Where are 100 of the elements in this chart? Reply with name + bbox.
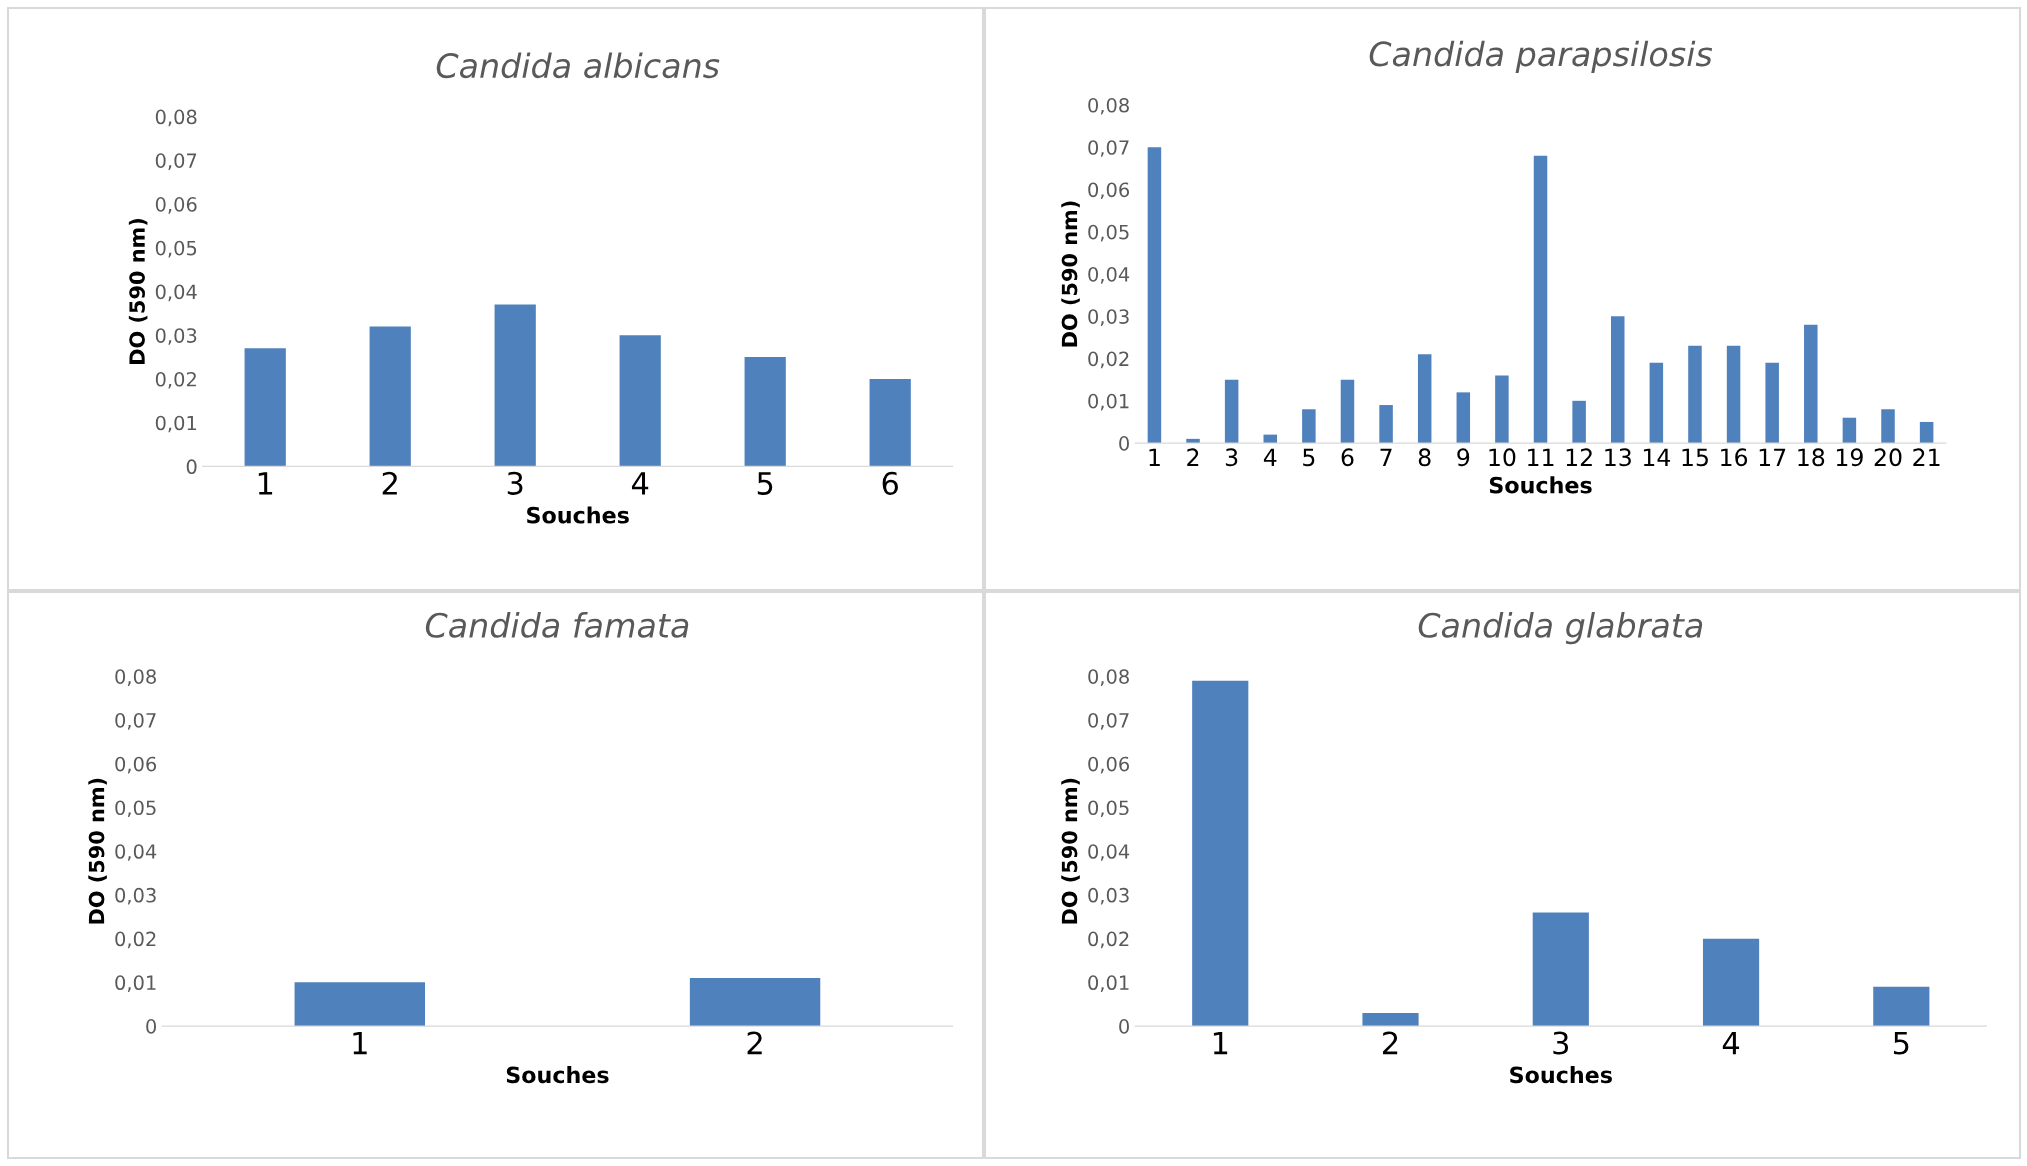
bar (1572, 400, 1586, 444)
y-tick-label: 0,05 (1088, 224, 1129, 242)
y-tick-label: 0,06 (155, 197, 197, 214)
x-tick-label: 18 (1798, 448, 1825, 467)
y-tick-label: 0,07 (1088, 712, 1129, 730)
y-tick-label: 0,01 (1088, 393, 1129, 411)
chart-title: Candida parapsilosis (1369, 40, 1713, 73)
x-tick-label: 9 (1457, 448, 1470, 467)
y-tick-label: 0,08 (1088, 669, 1129, 686)
x-tick-label: 15 (1682, 448, 1708, 467)
bar (1192, 680, 1249, 1027)
y-axis-title: DO (590 nm) (1061, 778, 1080, 924)
bar (1649, 362, 1664, 444)
x-tick-label: 4 (1722, 1031, 1740, 1055)
y-tick-label: 0,02 (155, 371, 196, 389)
bar (369, 326, 411, 467)
y-axis-title: DO (590 nm) (128, 219, 148, 364)
y-axis-title: DO (590 nm) (88, 778, 107, 924)
x-axis-title: Souches (1489, 476, 1592, 494)
x-tick-label: 19 (1836, 448, 1863, 467)
bar (1881, 409, 1895, 444)
bar (1919, 421, 1934, 444)
y-tick-label: 0,04 (1088, 844, 1130, 861)
bar (1532, 912, 1589, 1027)
x-axis-title: Souches (506, 1066, 609, 1084)
x-tick-label: 16 (1721, 448, 1748, 467)
bar (1495, 375, 1509, 444)
x-axis-title: Souches (527, 506, 629, 524)
x-tick-label: 11 (1528, 448, 1554, 466)
y-tick-label: 0,01 (1088, 975, 1129, 992)
x-tick-label: 13 (1605, 448, 1631, 467)
x-tick-label: 2 (382, 471, 397, 495)
x-tick-label: 3 (1553, 1031, 1569, 1055)
y-tick-label: 0,07 (1088, 140, 1129, 157)
x-tick-label: 3 (1225, 448, 1238, 467)
bar (744, 357, 786, 467)
y-tick-label: 0,06 (1088, 756, 1130, 774)
y-tick-label: 0,08 (1088, 97, 1129, 115)
y-tick-label: 0,05 (155, 240, 197, 258)
bar (1379, 405, 1393, 444)
x-tick-label: 17 (1759, 448, 1786, 466)
y-axis-title: DO (590 nm) (1061, 201, 1080, 347)
x-tick-label: 2 (747, 1031, 762, 1055)
y-tick-label: 0,03 (1088, 887, 1129, 905)
y-tick-label: 0,02 (1088, 351, 1129, 369)
bar (1726, 345, 1741, 444)
y-tick-label: 0,04 (1088, 266, 1130, 284)
x-tick-label: 20 (1874, 448, 1902, 467)
x-tick-label: 1 (1149, 448, 1160, 466)
y-tick-label: 0,05 (1088, 800, 1129, 818)
x-tick-label: 3 (507, 471, 523, 495)
y-tick-label: 0,04 (115, 844, 157, 861)
bar (1804, 324, 1818, 444)
y-tick-label: 0,06 (115, 756, 157, 774)
y-tick-label: 0 (1119, 1019, 1129, 1034)
x-tick-label: 21 (1913, 448, 1940, 466)
x-tick-label: 2 (1187, 448, 1199, 466)
chart-title: Candida famata (425, 612, 689, 638)
y-tick-label: 0,02 (115, 931, 156, 949)
bar (1765, 362, 1779, 444)
x-axis-title: Souches (1510, 1066, 1612, 1084)
x-tick-label: 4 (1263, 448, 1277, 466)
x-tick-label: 4 (631, 472, 649, 495)
bar (1842, 417, 1857, 444)
bar (1340, 379, 1355, 444)
y-tick-label: 0 (146, 1019, 157, 1034)
x-tick-label: 10 (1489, 448, 1516, 467)
x-tick-label: 1 (258, 472, 273, 495)
y-tick-label: 0,06 (1088, 182, 1130, 200)
x-tick-label: 1 (353, 1031, 367, 1055)
y-tick-label: 0,07 (115, 712, 156, 730)
x-tick-label: 1 (1213, 1031, 1228, 1055)
bar (1224, 379, 1239, 444)
x-tick-label: 2 (1383, 1031, 1398, 1055)
bar (1417, 354, 1432, 444)
bar (1302, 409, 1316, 444)
y-tick-label: 0 (186, 459, 197, 475)
x-tick-label: 7 (1380, 448, 1392, 466)
x-tick-label: 8 (1418, 448, 1431, 467)
y-tick-label: 0,03 (1088, 309, 1129, 326)
bar (1873, 986, 1930, 1027)
bar (244, 348, 286, 467)
y-tick-label: 0,05 (115, 800, 156, 818)
bar (1702, 938, 1760, 1027)
bar (619, 335, 661, 467)
y-tick-label: 0,07 (155, 153, 197, 170)
bar (1688, 345, 1702, 444)
chart-title: Candida albicans (436, 52, 720, 79)
chart-title: Candida glabrata (1418, 612, 1703, 645)
y-tick-label: 0,01 (115, 975, 156, 992)
bar (869, 378, 911, 467)
y-tick-label: 0,02 (1088, 931, 1129, 949)
x-tick-label: 5 (1893, 1031, 1909, 1055)
x-tick-label: 14 (1643, 448, 1671, 466)
x-tick-label: 12 (1566, 448, 1592, 466)
y-tick-label: 0,08 (115, 669, 156, 686)
x-tick-label: 6 (1341, 448, 1354, 467)
y-tick-label: 0,08 (155, 109, 197, 127)
bar (1147, 147, 1162, 444)
bar (494, 304, 536, 467)
